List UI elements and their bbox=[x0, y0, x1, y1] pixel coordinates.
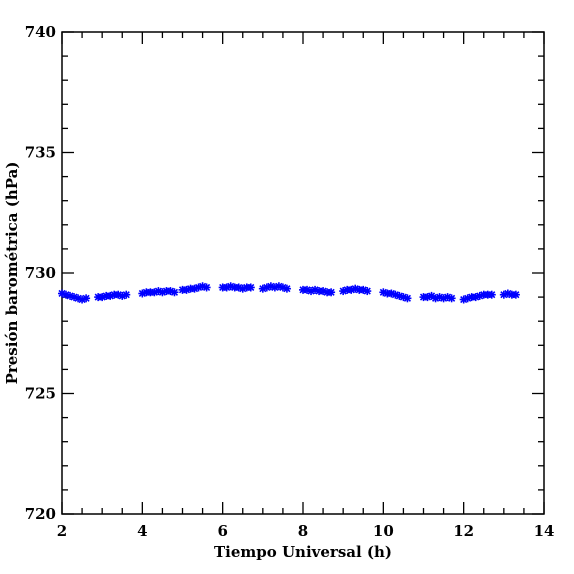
x-tick-label: 12 bbox=[453, 522, 474, 540]
x-axis-title: Tiempo Universal (h) bbox=[214, 543, 392, 561]
data-points bbox=[58, 282, 520, 304]
plot-frame bbox=[61, 31, 545, 515]
y-tick-label: 725 bbox=[25, 385, 56, 403]
x-tick-label: 4 bbox=[137, 522, 147, 540]
data-point bbox=[122, 290, 131, 299]
y-axis-title: Presión barométrica (hPa) bbox=[3, 162, 21, 385]
x-tick-label: 2 bbox=[57, 522, 67, 540]
x-tick-label: 10 bbox=[373, 522, 394, 540]
data-point bbox=[447, 294, 456, 303]
data-point bbox=[327, 288, 336, 297]
x-tick-label: 14 bbox=[534, 522, 555, 540]
data-point bbox=[246, 283, 255, 292]
data-point bbox=[170, 288, 179, 297]
x-tick-labels: 2 4 6 8 10 12 14 bbox=[57, 522, 555, 540]
data-point bbox=[202, 283, 211, 292]
data-point bbox=[363, 287, 372, 296]
data-point bbox=[359, 285, 368, 294]
data-point bbox=[82, 294, 91, 303]
y-tick-label: 740 bbox=[25, 23, 56, 41]
data-point bbox=[511, 290, 520, 299]
data-point bbox=[403, 294, 412, 303]
data-point bbox=[282, 284, 291, 293]
y-tick-label: 720 bbox=[25, 505, 56, 523]
y-tick-labels: 720 725 730 735 740 bbox=[25, 23, 56, 523]
x-tick-label: 8 bbox=[298, 522, 308, 540]
axis-ticks bbox=[61, 31, 545, 515]
y-tick-label: 735 bbox=[25, 144, 56, 162]
data-point bbox=[347, 285, 356, 294]
data-point bbox=[487, 290, 496, 299]
x-tick-label: 6 bbox=[217, 522, 227, 540]
y-tick-label: 730 bbox=[25, 264, 56, 282]
